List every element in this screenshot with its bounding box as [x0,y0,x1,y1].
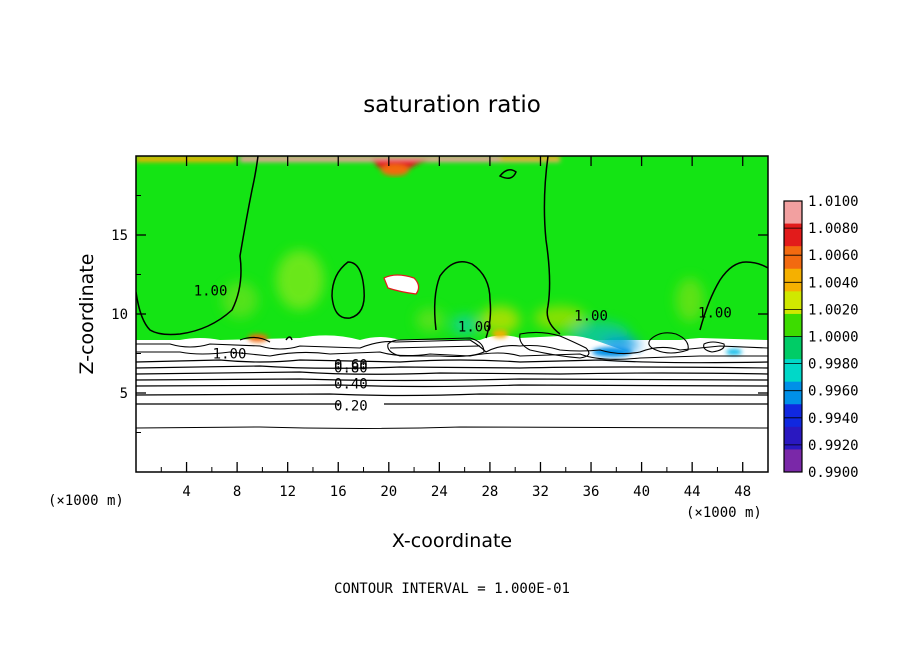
colorbar-label: 0.9980 [808,357,859,373]
colorbar-swatch [784,246,802,270]
x-axis-label: X-coordinate [392,530,512,552]
colorbar-label: 1.0100 [808,194,859,210]
x-unit-right: (×1000 m) [686,505,762,521]
colorbar-swatch [784,268,802,292]
contour-label: 0.60 [334,358,368,374]
contour-label: 0.40 [334,377,368,393]
colorbar-label: 0.9940 [808,411,859,427]
colorbar-swatch [784,381,802,405]
contour-label: 1.00 [458,320,492,336]
cloud-base-colors [248,330,742,357]
chart-title: saturation ratio [363,92,541,118]
contour-label: 1.00 [698,305,732,321]
colorbar-label: 1.0040 [808,275,859,291]
contour-label: 0.80 [334,361,368,377]
x-tick-label: 8 [233,484,241,500]
y-tick-label: 10 [111,307,128,323]
saturation-variation [222,250,704,353]
x-tick-label: 32 [532,484,549,500]
x-tick-label: 24 [431,484,448,500]
cloud-edge-contours [136,331,768,360]
contour-label: 1.00 [574,309,608,325]
x-tick-label: 36 [583,484,600,500]
colorbar-swatch [784,359,802,383]
colorbar-label: 1.0000 [808,330,859,346]
y-axis-label: Z-coordinate [76,254,98,375]
contour-interval-note: CONTOUR INTERVAL = 1.000E-01 [334,581,570,597]
x-tick-label: 28 [481,484,498,500]
y-axis: 5 10 15 [111,195,768,433]
x-tick-label: 40 [633,484,650,500]
colorbar-swatch [784,291,802,315]
x-axis: 4 8 12 16 20 24 28 32 36 40 44 48 [160,156,751,500]
colorbar-swatch [784,313,802,337]
x-unit-left: (×1000 m) [48,493,124,509]
y-tick-label: 15 [111,228,128,244]
colorbar-label: 1.0020 [808,302,859,318]
x-tick-label: 16 [330,484,347,500]
colorbar: 1.0100 1.0080 1.0060 1.0040 1.0020 1.0000 0.99… [783,194,859,481]
contour-lines [136,156,768,341]
x-tick-label: 12 [279,484,296,500]
x-tick-label: 48 [734,484,751,500]
x-tick-label: 20 [380,484,397,500]
colorbar-label: 0.9920 [808,438,859,454]
contour-label: 1.00 [213,347,247,363]
colorbar-swatch [784,336,802,360]
colorbar-label: 0.9960 [808,384,859,400]
colorbar-swatch [784,201,802,225]
lower-contours [136,359,768,429]
colorbar-label: 1.0060 [808,248,859,264]
contour-label: 1.00 [194,283,228,299]
colorbar-label: 1.0080 [808,221,859,237]
contour-label-layer: 1.00 1.00 1.00 1.00 1.00 0.600.800.40 0.20 [194,283,732,415]
plot-area: 1.00 1.00 1.00 1.00 1.00 0.600.800.40 0.20 [136,156,768,472]
y-tick-label: 5 [120,386,128,402]
contour-label: 0.20 [334,399,368,415]
x-tick-label: 4 [182,484,190,500]
colorbar-swatch [784,449,802,473]
colorbar-swatch [784,426,802,450]
colorbar-swatch [784,223,802,247]
colorbar-swatch [784,404,802,428]
colorbar-label: 0.9900 [808,465,859,481]
x-tick-label: 44 [684,484,701,500]
